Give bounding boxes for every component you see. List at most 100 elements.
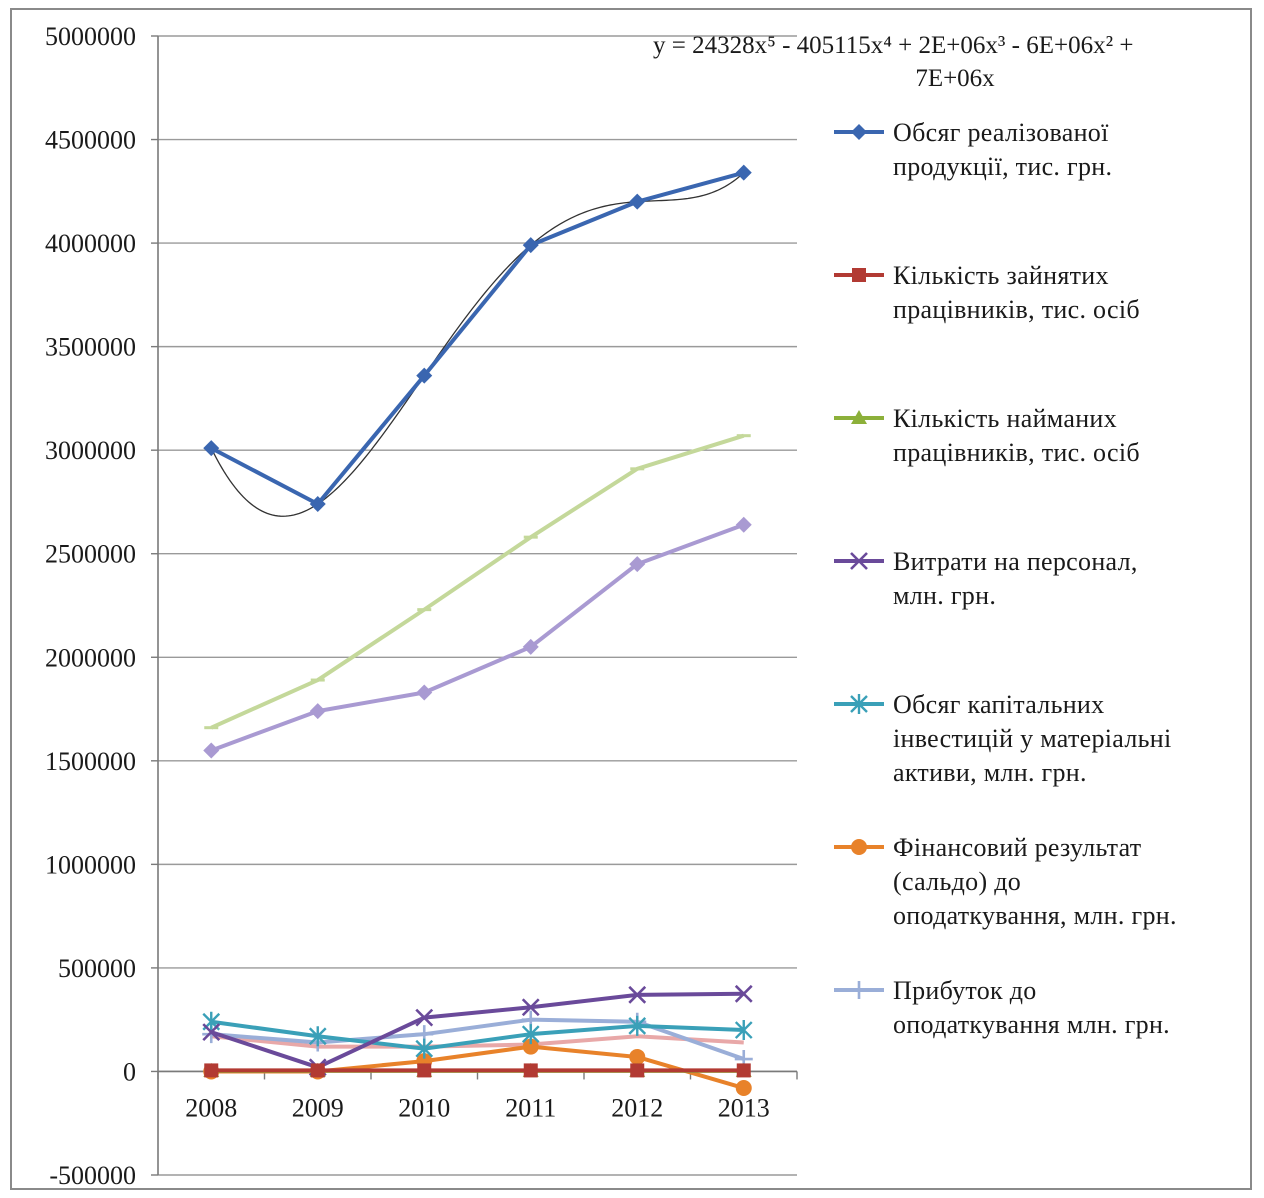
- data-point: [202, 1023, 221, 1042]
- series-line: [210, 433, 745, 730]
- data-point: [416, 684, 433, 701]
- y-tick-label: 2500000: [45, 540, 136, 569]
- trendline-layer: [210, 172, 745, 517]
- series-4: [202, 1011, 753, 1059]
- series-line: [211, 1034, 744, 1049]
- legend-swatch-marker: [852, 268, 866, 282]
- data-point: [629, 193, 646, 210]
- legend-label: Витрати на персонал,: [893, 547, 1138, 576]
- legend-label: працівників, тис. осіб: [893, 295, 1140, 324]
- data-point: [522, 237, 539, 254]
- y-tick-label: 5000000: [45, 22, 136, 51]
- data-point: [629, 556, 646, 573]
- legend-swatch-marker: [851, 839, 867, 855]
- legend-label: оподаткування, млн. грн.: [893, 901, 1177, 930]
- legend-label: активи, млн. грн.: [893, 758, 1087, 787]
- gridlines: [158, 35, 797, 1176]
- legend-swatch-marker: [850, 981, 868, 999]
- data-point: [628, 1015, 647, 1036]
- series-line: [210, 1019, 744, 1051]
- legend-swatch-marker: [850, 552, 868, 570]
- legend-label: Кількість найманих: [893, 404, 1117, 433]
- y-tick-label: 500000: [58, 954, 136, 983]
- x-tick-label: 2008: [185, 1093, 237, 1122]
- series-line: [210, 991, 744, 1070]
- legend-item-0: Обсяг реалізованої продукції, тис. грн.: [834, 118, 1112, 181]
- legend-item-2: Кількість найманих працівників, тис. осіб: [834, 404, 1140, 467]
- data-point: [309, 496, 326, 513]
- data-point: [308, 1026, 327, 1047]
- data-point: [203, 440, 220, 457]
- data-point: [735, 164, 752, 181]
- equation-line-1: y = 24328x⁵ - 405115x⁴ + 2E+06x³ - 6E+06…: [653, 32, 1133, 59]
- data-point: [628, 985, 647, 1004]
- legend-item-1: Кількість зайнятих працівників, тис. осіб: [834, 261, 1140, 324]
- data-point: [630, 1063, 645, 1078]
- legend-label: продукції, тис. грн.: [893, 152, 1112, 181]
- y-tick-label: 1000000: [45, 850, 136, 879]
- unlabeled-series-0: [204, 433, 751, 730]
- y-tick-label: 0: [123, 1057, 136, 1086]
- data-point: [522, 638, 539, 655]
- x-tick-label: 2012: [611, 1093, 663, 1122]
- equation-line-2: 7E+06x: [915, 65, 995, 92]
- legend-label: Фінансовий результат: [893, 833, 1141, 862]
- legend-label: працівників, тис. осіб: [893, 438, 1140, 467]
- legend-item-4: Обсяг капітальних інвестицій у матеріальн…: [834, 690, 1172, 787]
- series-line: [210, 522, 745, 753]
- legend-label: Кількість зайнятих: [893, 261, 1109, 290]
- series-layer: [202, 164, 753, 1097]
- data-point: [629, 1048, 646, 1065]
- legend: Обсяг реалізованої продукції, тис. грн. Кі…: [834, 118, 1177, 1039]
- legend-label: інвестицій у матеріальні: [893, 724, 1172, 753]
- y-tick-label: 3500000: [45, 333, 136, 362]
- y-tick-label: 2000000: [45, 643, 136, 672]
- series-0: [203, 164, 752, 513]
- data-point: [522, 1038, 539, 1055]
- data-point: [203, 742, 220, 759]
- data-point: [415, 1008, 434, 1027]
- data-point: [417, 1063, 432, 1078]
- data-point: [521, 1024, 540, 1045]
- data-point: [204, 1063, 219, 1078]
- unlabeled-series-1: [203, 516, 752, 759]
- x-tick-label: 2011: [505, 1093, 556, 1122]
- legend-item-6: Прибуток до оподаткування млн. грн.: [834, 976, 1170, 1039]
- legend-swatch-marker: [851, 124, 867, 140]
- y-axis-tick-labels: 5000000450000040000003500000300000025000…: [45, 22, 136, 1190]
- legend-label: млн. грн.: [893, 581, 996, 610]
- legend-label: (сальдо) до: [893, 867, 1021, 896]
- legend-label: Обсяг капітальних: [893, 690, 1104, 719]
- data-point: [734, 1020, 753, 1041]
- series-1: [204, 1063, 751, 1078]
- x-tick-label: 2009: [292, 1093, 344, 1122]
- legend-swatch-marker: [850, 694, 868, 714]
- legend-swatch-marker: [851, 410, 867, 424]
- y-tick-label: -500000: [49, 1161, 136, 1190]
- data-point: [734, 984, 753, 1003]
- x-tick-label: 2010: [398, 1093, 450, 1122]
- axes: [151, 35, 798, 1176]
- trendline-equation: y = 24328x⁵ - 405115x⁴ + 2E+06x³ - 6E+06…: [653, 32, 1133, 92]
- data-point: [416, 367, 433, 384]
- data-point: [523, 1063, 538, 1078]
- y-tick-label: 4000000: [45, 229, 136, 258]
- legend-item-5: Фінансовий результат (сальдо) до оподаткув…: [834, 833, 1177, 930]
- y-tick-label: 3000000: [45, 436, 136, 465]
- data-point: [735, 1080, 752, 1097]
- legend-item-3: Витрати на персонал, млн. грн.: [834, 547, 1138, 610]
- x-tick-label: 2013: [718, 1093, 770, 1122]
- data-point: [735, 516, 752, 533]
- data-point: [521, 998, 540, 1017]
- series-line: [210, 170, 745, 507]
- y-tick-label: 4500000: [45, 126, 136, 155]
- series-line: [211, 1044, 745, 1090]
- legend-label: Прибуток до: [893, 976, 1037, 1005]
- legend-label: Обсяг реалізованої: [893, 118, 1109, 147]
- x-axis-tick-labels: 2008 2009 2010 2011 2012 2013: [185, 1093, 770, 1122]
- data-point: [309, 703, 326, 720]
- unlabeled-series-2: [211, 1034, 744, 1049]
- data-point: [415, 1038, 434, 1059]
- data-point: [736, 1063, 751, 1078]
